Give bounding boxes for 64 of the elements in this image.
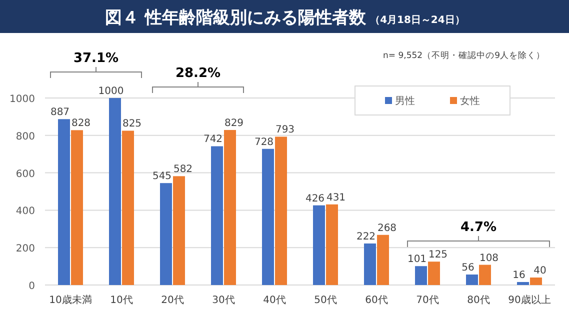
data-label: 222 <box>356 231 376 242</box>
y-tick-label: 800 <box>16 131 35 142</box>
x-tick-label: 50代 <box>314 295 337 306</box>
data-label: 268 <box>377 222 397 234</box>
data-label: 829 <box>224 118 244 129</box>
bar <box>428 262 440 285</box>
x-tick-label: 60代 <box>365 295 388 306</box>
x-tick-label: 90歳以上 <box>508 294 551 306</box>
bar <box>71 130 83 285</box>
data-label: 728 <box>254 136 274 148</box>
bar <box>364 243 376 285</box>
legend-label: 女性 <box>460 95 480 107</box>
y-tick-label: 1000 <box>10 94 35 105</box>
bar <box>313 205 325 285</box>
x-tick-label: 10代 <box>110 295 133 306</box>
legend-label: 男性 <box>395 95 415 107</box>
bar <box>173 176 185 285</box>
y-tick-label: 400 <box>16 206 35 218</box>
data-label: 431 <box>326 192 346 204</box>
bar <box>530 278 542 285</box>
x-tick-label: 40代 <box>263 295 286 306</box>
y-tick-label: 200 <box>16 244 35 255</box>
bar <box>160 183 172 285</box>
x-tick-label: 20代 <box>161 295 184 306</box>
data-label: 56 <box>462 262 474 274</box>
x-tick-label: 70代 <box>416 295 439 306</box>
bar <box>326 204 338 285</box>
chart-title: 図４ 性年齢階級別にみる陽性者数 <box>105 8 366 28</box>
data-label: 793 <box>275 124 295 136</box>
data-label: 545 <box>152 171 172 182</box>
data-label: 40 <box>534 266 546 277</box>
y-tick-label: 600 <box>16 168 35 180</box>
annotation: 4.7% <box>460 220 497 235</box>
data-label: 828 <box>71 118 91 130</box>
bar <box>211 146 223 285</box>
bar <box>122 130 134 285</box>
text: 28.2% <box>175 66 221 81</box>
bar <box>377 234 389 285</box>
x-tick-label: 80代 <box>467 295 490 306</box>
data-label: 426 <box>305 193 325 204</box>
data-label: 582 <box>173 164 193 176</box>
data-label: 108 <box>479 252 499 264</box>
data-label: 742 <box>203 134 223 146</box>
bar <box>415 266 427 285</box>
bar <box>224 130 236 285</box>
data-label: 887 <box>50 107 70 118</box>
data-label: 825 <box>122 118 142 130</box>
x-tick-label: 30代 <box>212 295 235 306</box>
data-label: 16 <box>512 270 526 282</box>
chart-subtitle: （4月18日～24日） <box>370 15 465 26</box>
x-tick-label: 10歳未満 <box>49 294 92 306</box>
bar <box>479 264 491 285</box>
data-label: 125 <box>428 250 448 261</box>
bar <box>275 136 287 285</box>
y-tick-label: 0 <box>28 281 35 292</box>
data-label: 1000 <box>98 86 124 97</box>
bar <box>517 282 529 285</box>
bar <box>109 98 121 285</box>
bar <box>58 119 70 285</box>
text: n= 9,552（不明・確認中の9人を除く） <box>383 50 545 61</box>
bar <box>262 148 274 285</box>
text: 37.1% <box>73 51 119 66</box>
bar <box>466 274 478 285</box>
data-label: 101 <box>407 254 427 266</box>
